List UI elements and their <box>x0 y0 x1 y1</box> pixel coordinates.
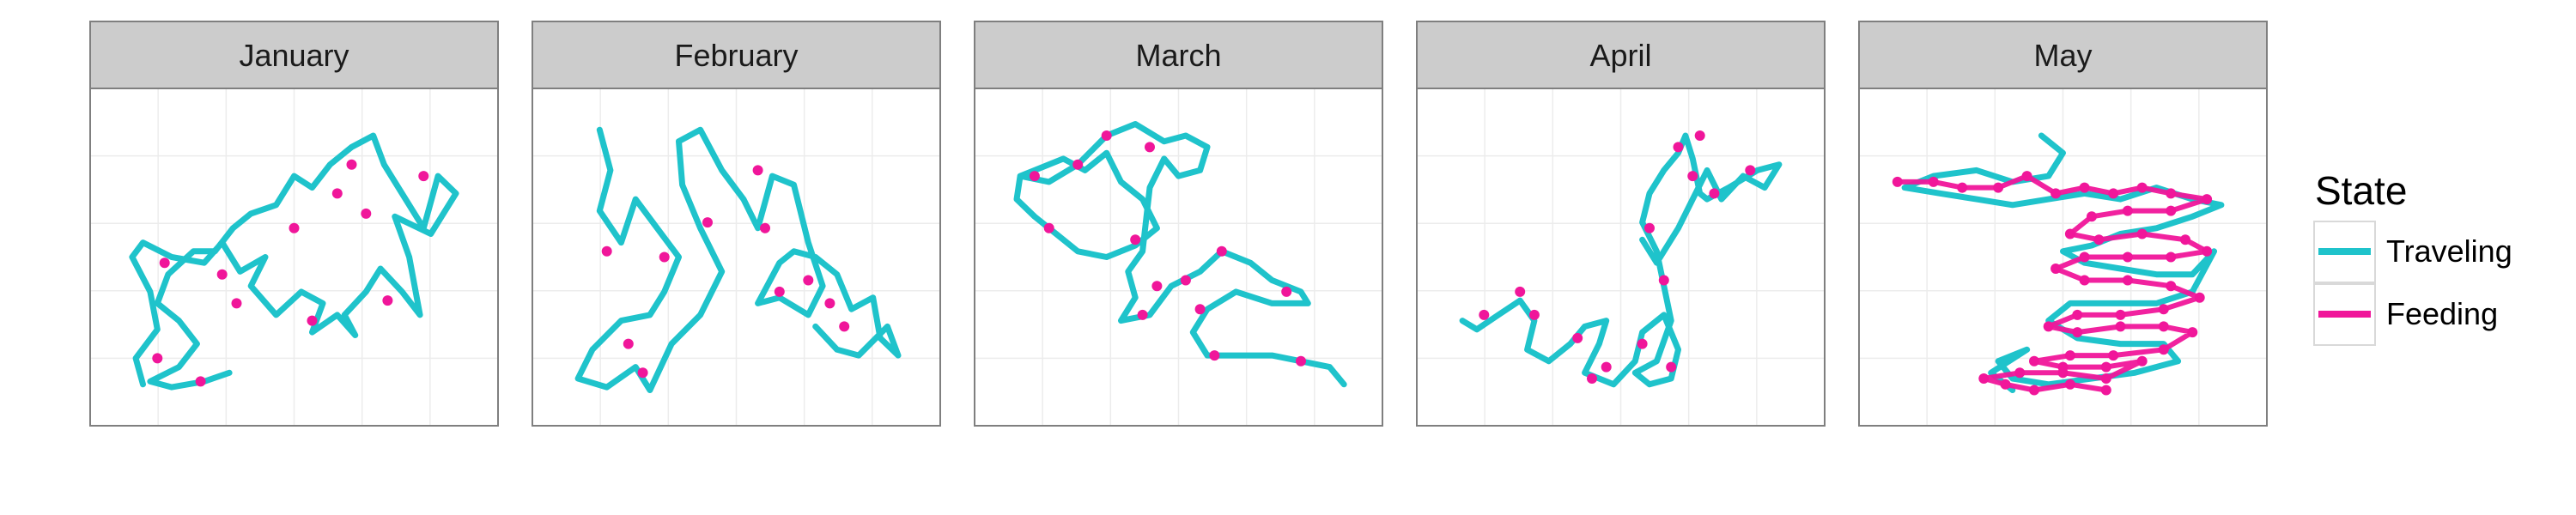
facet-panels: January February March April May <box>89 21 2268 427</box>
strip-february <box>532 21 941 89</box>
strip-may <box>1858 21 2268 89</box>
panel-january: January <box>89 21 499 427</box>
strip-label-may: May <box>2033 38 2092 73</box>
feeding-point <box>382 295 393 306</box>
track-traveling-january <box>129 132 459 391</box>
feeding-point <box>1658 275 1669 286</box>
legend-label-feeding: Feeding <box>2386 296 2498 331</box>
strip-march <box>974 21 1383 89</box>
feeding-point <box>803 275 814 286</box>
feeding-point <box>1637 338 1648 349</box>
strip-label-april: April <box>1589 38 1651 73</box>
feeding-point <box>1687 171 1698 182</box>
feeding-point <box>752 165 763 176</box>
feeding-point <box>1709 188 1720 199</box>
strip-label-february: February <box>674 38 798 73</box>
feeding-point <box>1151 281 1163 292</box>
feeding-points-march <box>1029 130 1306 367</box>
feeding-point <box>623 338 634 349</box>
feeding-point <box>361 208 372 219</box>
feeding-point <box>601 245 612 257</box>
feeding-point <box>1137 309 1148 320</box>
feeding-point <box>1130 234 1141 245</box>
feeding-point <box>216 269 228 280</box>
feeding-point <box>824 298 835 309</box>
panel-march: March <box>974 21 1383 427</box>
track-traveling-may <box>1901 132 2225 393</box>
legend-title: State <box>2315 168 2407 213</box>
feeding-point <box>702 217 713 228</box>
feeding-points-january <box>152 159 429 387</box>
feeding-points-april <box>1479 130 1756 384</box>
grid-april <box>1417 88 1825 426</box>
feeding-point <box>1101 130 1112 141</box>
feeding-point <box>659 251 670 263</box>
feeding-point <box>1029 171 1040 182</box>
feeding-points-february <box>601 165 850 379</box>
panel-border-march <box>974 88 1383 427</box>
feeding-point <box>637 367 648 379</box>
grid-march <box>975 88 1382 426</box>
feeding-point <box>774 286 785 297</box>
strip-april <box>1416 21 1826 89</box>
feeding-point <box>1528 309 1540 320</box>
feeding-point <box>159 258 170 269</box>
feeding-point <box>1216 245 1227 257</box>
feeding-point <box>1587 373 1597 384</box>
feeding-point <box>1296 355 1306 367</box>
feeding-point <box>1043 222 1054 233</box>
feeding-point <box>1572 332 1583 343</box>
feeding-point <box>418 171 429 182</box>
track-traveling-march <box>1013 121 1347 388</box>
panel-april: April <box>1416 21 1826 427</box>
feeding-point <box>195 376 206 387</box>
strip-label-january: January <box>239 38 349 73</box>
legend: State Traveling Feeding <box>2313 168 2512 346</box>
feeding-point <box>152 353 163 364</box>
feeding-point <box>1194 304 1206 315</box>
feeding-point <box>1479 309 1490 320</box>
feeding-point <box>760 222 770 233</box>
feeding-point <box>1145 142 1155 153</box>
feeding-point <box>1180 275 1191 286</box>
strip-label-march: March <box>1135 38 1221 73</box>
track-traveling-february <box>574 126 902 393</box>
panel-may: May <box>1858 21 2268 427</box>
panel-border-may <box>1858 88 2268 427</box>
panel-february: February <box>532 21 941 427</box>
feeding-point <box>231 298 242 309</box>
feeding-point <box>1694 130 1705 141</box>
feeding-point <box>1666 361 1677 373</box>
feeding-point <box>307 315 318 326</box>
track-feeding-may <box>1894 173 2210 393</box>
feeding-point <box>839 321 850 332</box>
feeding-point <box>346 159 357 170</box>
feeding-point <box>1601 361 1612 373</box>
feeding-point <box>1281 286 1292 297</box>
feeding-point <box>289 222 300 233</box>
feeding-point <box>331 188 343 199</box>
panel-border-april <box>1416 88 1826 427</box>
feeding-point <box>1515 286 1526 297</box>
track-traveling-april <box>1459 132 1783 388</box>
panel-border-february <box>532 88 941 427</box>
feeding-point <box>1745 165 1756 176</box>
strip-january <box>89 21 499 89</box>
feeding-point <box>1209 350 1220 361</box>
feeding-point <box>1072 159 1084 170</box>
feeding-point <box>1673 142 1684 153</box>
legend-label-traveling: Traveling <box>2386 233 2512 269</box>
panel-border-january <box>89 88 499 427</box>
feeding-point <box>1644 222 1655 233</box>
